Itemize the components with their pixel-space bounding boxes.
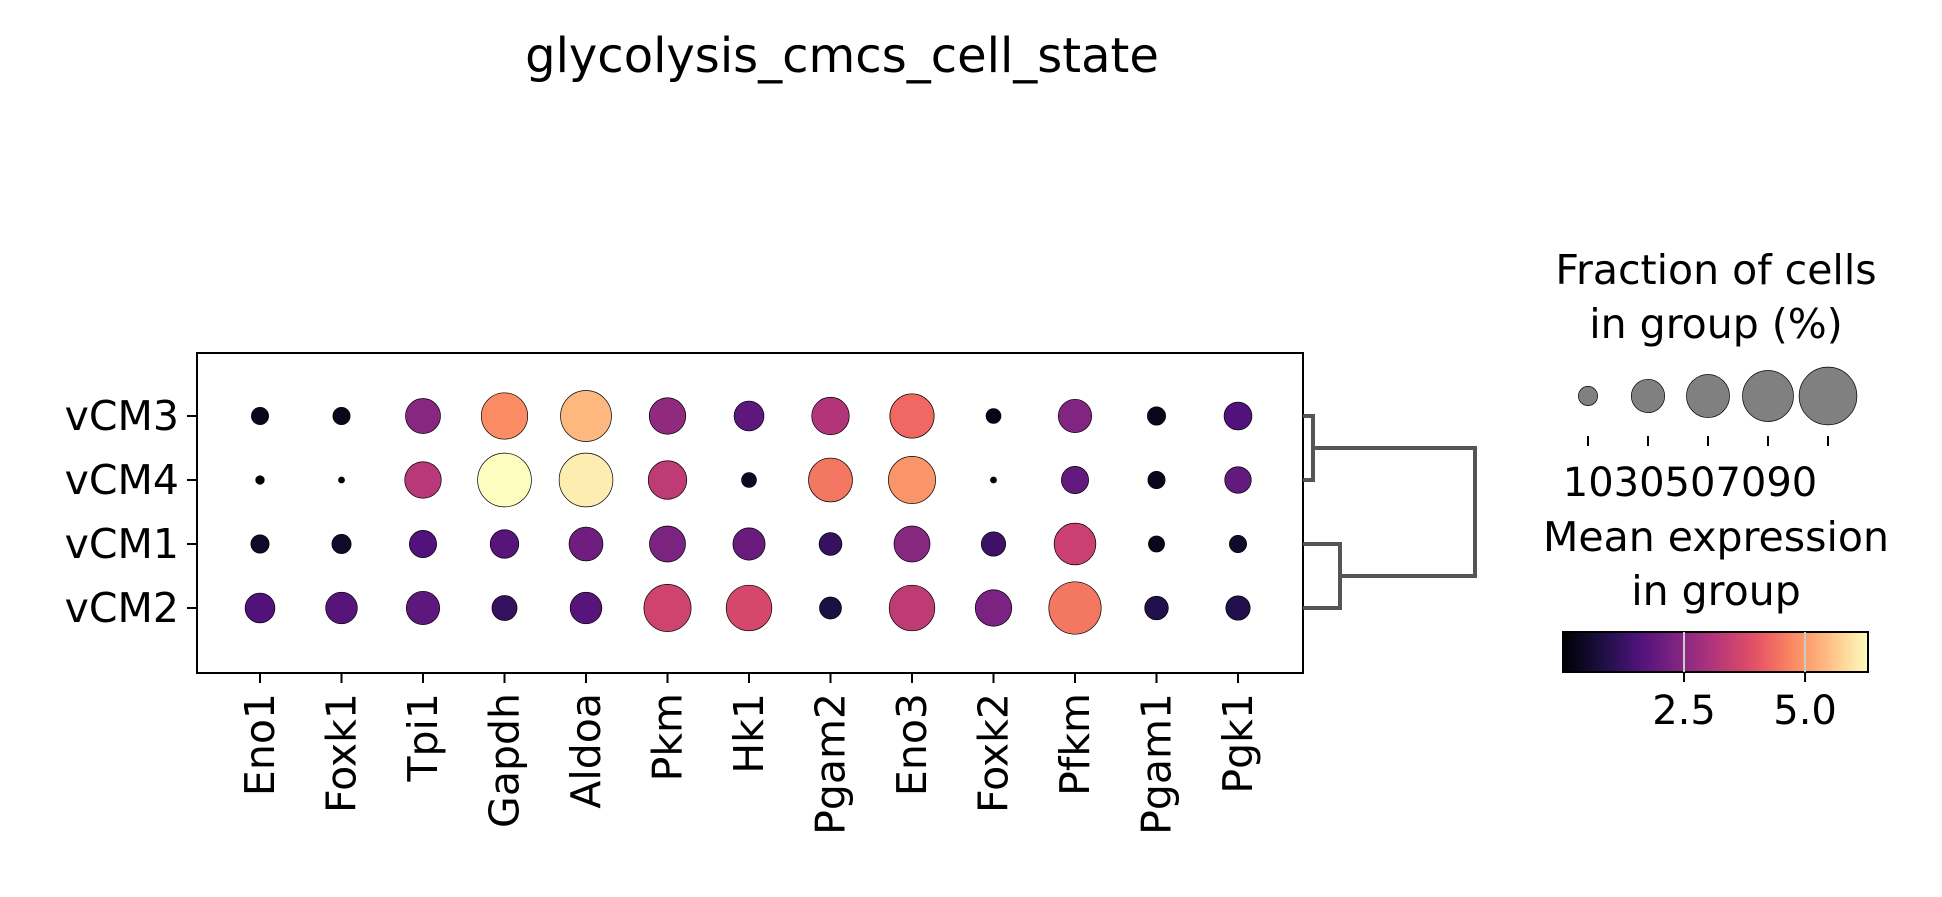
dot-vCM2-Foxk1: [325, 591, 358, 625]
dot-vCM4-Pgam1: [1147, 471, 1166, 489]
dot-vCM3-Gapdh: [480, 392, 529, 440]
y-tick-label-vCM4: vCM4: [65, 456, 179, 504]
x-tick-label-Eno3: Eno3: [888, 693, 936, 796]
dot-vCM3-Aldoa: [560, 390, 612, 442]
x-tick-label-Pgam2: Pgam2: [807, 693, 855, 835]
dot-vCM2-Pfkm: [1048, 581, 1102, 635]
colorbar-tick-label-5: 5.0: [1773, 688, 1837, 734]
color-legend-title-line-2: in group: [1631, 567, 1801, 615]
dot-vCM3-Eno3: [889, 393, 935, 439]
dot-vCM3-Eno1: [251, 407, 269, 425]
dot-vCM1-Pgam1: [1148, 535, 1165, 553]
dot-vCM4-Eno3: [888, 456, 936, 504]
dot-vCM3-Pgam2: [811, 396, 850, 436]
dots: [244, 390, 1253, 635]
size-legend-title-line-1: Fraction of cells: [1555, 246, 1876, 294]
x-tick-label-Pfkm: Pfkm: [1051, 693, 1099, 796]
dot-vCM1-Gapdh: [489, 529, 520, 559]
size-legend-dot-30: [1630, 378, 1666, 414]
dot-vCM2-Foxk2: [974, 589, 1013, 627]
y-tick-label-vCM2: vCM2: [65, 584, 179, 632]
dot-vCM2-Pgam2: [819, 596, 842, 620]
dot-vCM3-Foxk1: [332, 407, 351, 425]
dendrogram-branch-vCM3-vCM4: [1303, 414, 1315, 482]
x-tick-label-Foxk2: Foxk2: [970, 693, 1018, 813]
x-tick-label-Aldoa: Aldoa: [562, 693, 610, 809]
dot-vCM4-Gapdh: [477, 452, 532, 508]
x-tick-label-Hk1: Hk1: [725, 693, 773, 774]
dot-vCM4-Pgam2: [808, 457, 853, 503]
x-tick-label-Pgk1: Pgk1: [1214, 693, 1262, 794]
x-tick-label-Pgam1: Pgam1: [1133, 693, 1181, 835]
size-legend-dot-70: [1742, 370, 1794, 422]
dendrogram: [1303, 414, 1477, 610]
dot-vCM4-Aldoa: [558, 452, 614, 508]
dot-vCM4-Pfkm: [1061, 466, 1089, 494]
size-legend-dot-10: [1578, 386, 1598, 406]
dot-vCM4-Eno1: [255, 475, 265, 485]
y-tick-label-vCM3: vCM3: [65, 392, 179, 440]
dot-vCM4-Hk1: [741, 472, 757, 488]
x-tick-label-Tpi1: Tpi1: [399, 693, 447, 783]
dot-vCM3-Pfkm: [1057, 398, 1093, 434]
dot-vCM2-Pgam1: [1144, 595, 1169, 621]
dot-vCM2-Eno3: [888, 584, 936, 632]
dot-vCM1-Tpi1: [409, 530, 437, 558]
colorbar: [1562, 631, 1869, 673]
dendrogram-root: [1313, 446, 1477, 578]
dot-vCM4-Pgk1: [1224, 466, 1252, 494]
size-legend: Fraction of cells in group (%) 103050709…: [1555, 246, 1876, 506]
x-tick-label-Gapdh: Gapdh: [481, 693, 529, 828]
color-legend-title-line-1: Mean expression: [1543, 513, 1889, 561]
dot-vCM3-Pkm: [648, 397, 687, 435]
color-legend: Mean expression in group 2.5 5.0: [1543, 513, 1889, 734]
dot-vCM2-Pkm: [643, 584, 692, 632]
dot-vCM3-Pgk1: [1223, 401, 1253, 431]
x-tick-label-Pkm: Pkm: [644, 693, 692, 781]
dot-vCM1-Aldoa: [568, 526, 604, 562]
colorbar-tick-label-2.5: 2.5: [1652, 688, 1716, 734]
dot-vCM1-Foxk2: [980, 531, 1007, 557]
dot-vCM1-Eno1: [250, 534, 270, 554]
dot-vCM3-Pgam1: [1147, 406, 1166, 426]
dot-vCM4-Pkm: [647, 460, 688, 500]
dot-vCM2-Pgk1: [1225, 595, 1251, 621]
dot-vCM1-Pgam2: [818, 532, 843, 556]
dot-vCM1-Pfkm: [1053, 522, 1097, 566]
chart-title: glycolysis_cmcs_cell_state: [525, 28, 1159, 84]
x-tick-label-Eno1: Eno1: [236, 693, 284, 796]
y-tick-label-vCM1: vCM1: [65, 520, 179, 568]
dot-vCM2-Gapdh: [491, 595, 518, 621]
dot-vCM1-Eno3: [893, 525, 931, 563]
dot-vCM4-Foxk2: [990, 476, 997, 484]
x-tick-label-Foxk1: Foxk1: [318, 693, 366, 813]
y-axis: vCM3 vCM4 vCM1 vCM2: [65, 392, 197, 632]
dot-vCM4-Tpi1: [404, 461, 442, 499]
dot-vCM3-Hk1: [733, 400, 765, 432]
dot-vCM2-Hk1: [725, 584, 773, 632]
x-axis: Eno1 Foxk1 Tpi1 Gapdh Aldoa Pkm Hk1 Pgam2 Eno3 Fo…: [236, 673, 1262, 835]
dot-vCM2-Tpi1: [405, 590, 441, 626]
dot-vCM1-Pgk1: [1229, 535, 1247, 553]
dendrogram-branch-vCM1-vCM2: [1303, 542, 1342, 610]
dot-vCM1-Hk1: [732, 527, 766, 561]
dot-vCM3-Tpi1: [405, 398, 441, 434]
dot-vCM2-Eno1: [244, 592, 276, 624]
dot-vCM1-Foxk1: [331, 534, 352, 554]
dot-vCM2-Aldoa: [569, 591, 603, 625]
size-legend-dot-50: [1686, 374, 1730, 418]
size-legend-tick-labels: 1030507090: [1563, 460, 1818, 506]
dot-vCM1-Pkm: [649, 525, 686, 563]
size-legend-dot-90: [1798, 366, 1858, 426]
dot-vCM4-Foxk1: [338, 476, 345, 484]
dot-vCM3-Foxk2: [985, 408, 1002, 424]
size-legend-title-line-2: in group (%): [1589, 300, 1842, 348]
